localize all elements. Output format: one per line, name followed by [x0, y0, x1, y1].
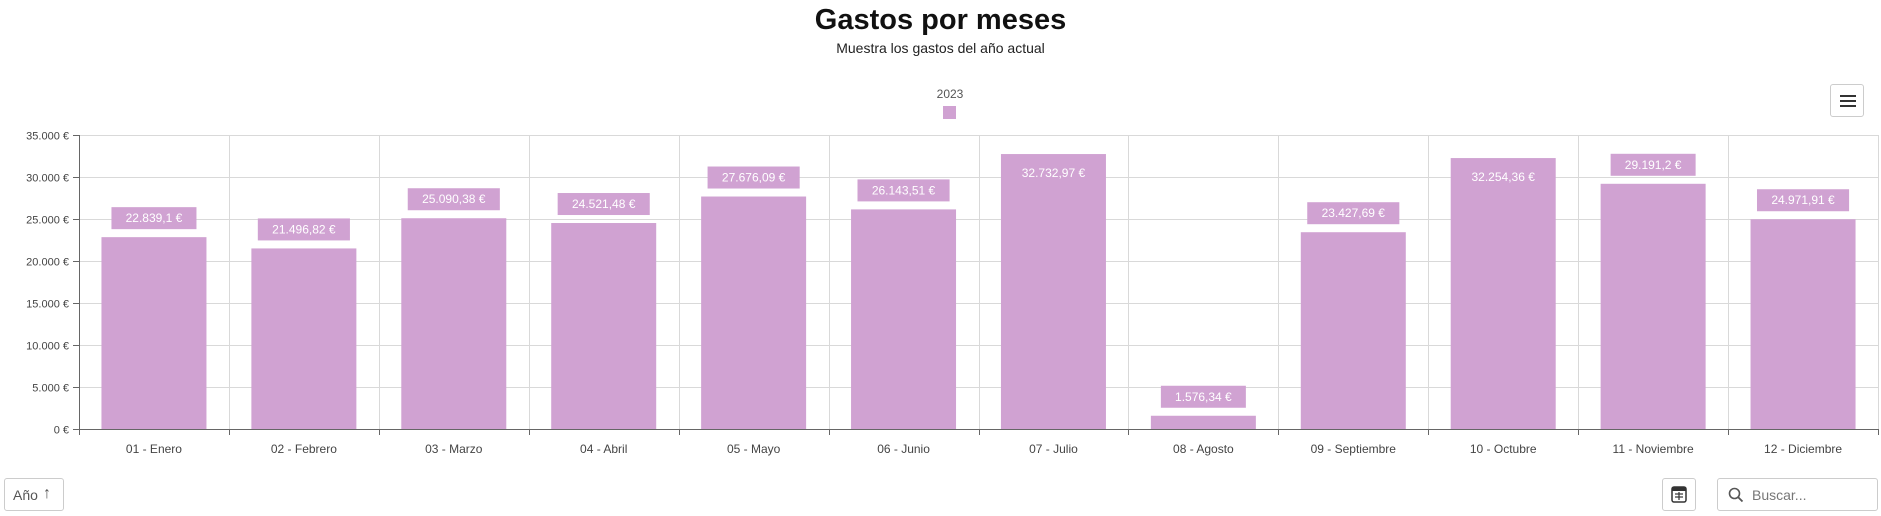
data-label: 24.521,48 € [572, 197, 636, 211]
chart-subtitle: Muestra los gastos del año actual [836, 40, 1045, 56]
search-icon [1728, 487, 1744, 503]
hamburger-menu-icon-line [1840, 105, 1856, 107]
data-label-box [707, 166, 800, 189]
y-tick-label: 0 € [54, 425, 69, 437]
bar [251, 248, 357, 429]
bar [851, 209, 957, 429]
hamburger-menu-icon [1840, 95, 1856, 97]
data-label-box [111, 207, 197, 230]
bar [1450, 158, 1556, 429]
chart-menu-button[interactable] [1830, 84, 1864, 117]
search-input[interactable] [1752, 485, 1870, 505]
legend-label: 2023 [937, 87, 964, 101]
hamburger-menu-icon-line [1840, 100, 1856, 102]
data-label-box [407, 188, 500, 211]
y-tick-label: 20.000 € [26, 257, 69, 269]
x-tick-label: 12 - Diciembre [1764, 442, 1842, 456]
legend: 2023 [937, 87, 964, 119]
sort-year-label: Año [13, 487, 38, 503]
data-label: 29.191,2 € [1625, 158, 1682, 172]
axes: 0 € 5.000 € 10.000 € 15.000 € 20.000 € 25.000… [26, 131, 1879, 456]
x-tick-label: 11 - Noviembre [1613, 442, 1694, 456]
bar [1750, 219, 1856, 429]
x-tick-label: 04 - Abril [580, 442, 627, 456]
y-tick-label: 35.000 € [26, 131, 69, 143]
x-tick-label: 06 - Junio [877, 442, 930, 456]
legend-swatch [943, 106, 956, 119]
data-label-box [1756, 189, 1850, 212]
x-tick-label: 07 - Julio [1029, 442, 1078, 456]
export-excel-button[interactable] [1662, 478, 1696, 511]
data-label: 24.971,91 € [1771, 193, 1835, 207]
chart-title: Gastos por meses [814, 4, 1067, 36]
x-tick-label: 03 - Marzo [425, 442, 483, 456]
data-label: 1.576,34 € [1175, 390, 1232, 404]
search-box[interactable] [1717, 478, 1878, 511]
data-label-box [1610, 153, 1696, 176]
x-tick-label: 01 - Enero [126, 442, 182, 456]
data-label: 26.143,51 € [872, 183, 936, 197]
bar [551, 223, 657, 429]
bar [1150, 415, 1256, 429]
bars [101, 154, 1856, 429]
data-label-box [557, 193, 650, 216]
data-label-box [857, 179, 950, 202]
bar [1000, 154, 1106, 429]
data-label: 23.427,69 € [1322, 206, 1386, 220]
bar [701, 196, 807, 429]
y-tick-label: 15.000 € [26, 299, 69, 311]
x-tick-label: 05 - Mayo [727, 442, 781, 456]
export-excel-icon [1671, 486, 1687, 503]
sort-arrow-up-icon: ↑ [43, 485, 51, 502]
x-tick-label: 09 - Septiembre [1311, 442, 1397, 456]
data-labels: 22.839,1 € 21.496,82 € 25.090,38 € 24.521,4… [111, 153, 1850, 408]
sort-year-button[interactable]: Año ↑ [4, 478, 64, 511]
data-label: 32.254,36 € [1472, 170, 1536, 184]
data-label: 21.496,82 € [272, 222, 336, 236]
data-label: 25.090,38 € [422, 192, 486, 206]
y-tick-label: 25.000 € [26, 215, 69, 227]
data-label-box [1457, 166, 1550, 189]
bar-chart: 22.839,1 € 21.496,82 € 25.090,38 € 24.521,4… [26, 87, 1879, 456]
x-tick-label: 10 - Octubre [1470, 442, 1537, 456]
y-tick-label: 5.000 € [32, 383, 69, 395]
bar [101, 237, 207, 429]
y-tick-label: 30.000 € [26, 173, 69, 185]
bar [1300, 232, 1406, 429]
y-tick-label: 10.000 € [26, 341, 69, 353]
x-tick-label: 02 - Febrero [271, 442, 337, 456]
data-label: 27.676,09 € [722, 171, 786, 185]
bar [1600, 183, 1706, 429]
data-label-box [257, 218, 350, 241]
data-label: 22.839,1 € [126, 211, 183, 225]
data-label-box [1307, 202, 1400, 225]
bar [401, 218, 507, 429]
data-label: 32.732,97 € [1022, 166, 1086, 180]
x-tick-label: 08 - Agosto [1173, 442, 1234, 456]
data-label-box [1007, 162, 1100, 185]
data-label-box [1160, 385, 1246, 408]
